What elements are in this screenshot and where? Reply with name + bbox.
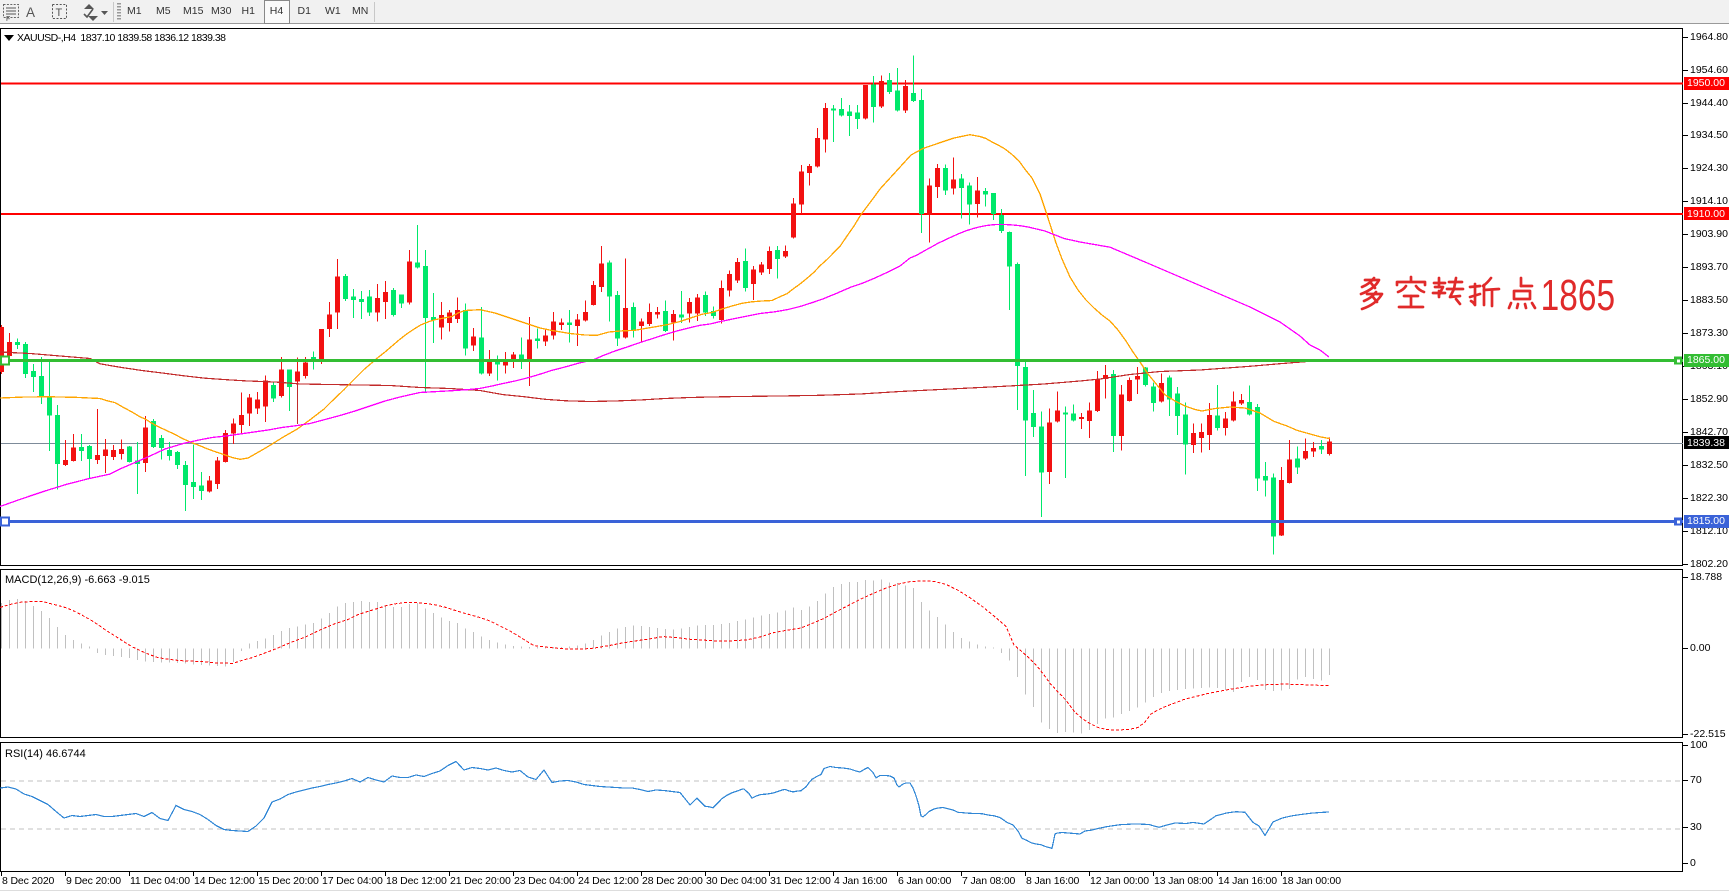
svg-text:T: T xyxy=(56,7,63,19)
svg-text:1865: 1865 xyxy=(1541,274,1615,318)
svg-text:A: A xyxy=(26,5,35,20)
svg-text:MACD(12,26,9) -6.663 -9.015: MACD(12,26,9) -6.663 -9.015 xyxy=(5,574,150,586)
svg-text:RSI(14) 46.6744: RSI(14) 46.6744 xyxy=(5,748,86,760)
svg-text:F: F xyxy=(6,16,10,23)
